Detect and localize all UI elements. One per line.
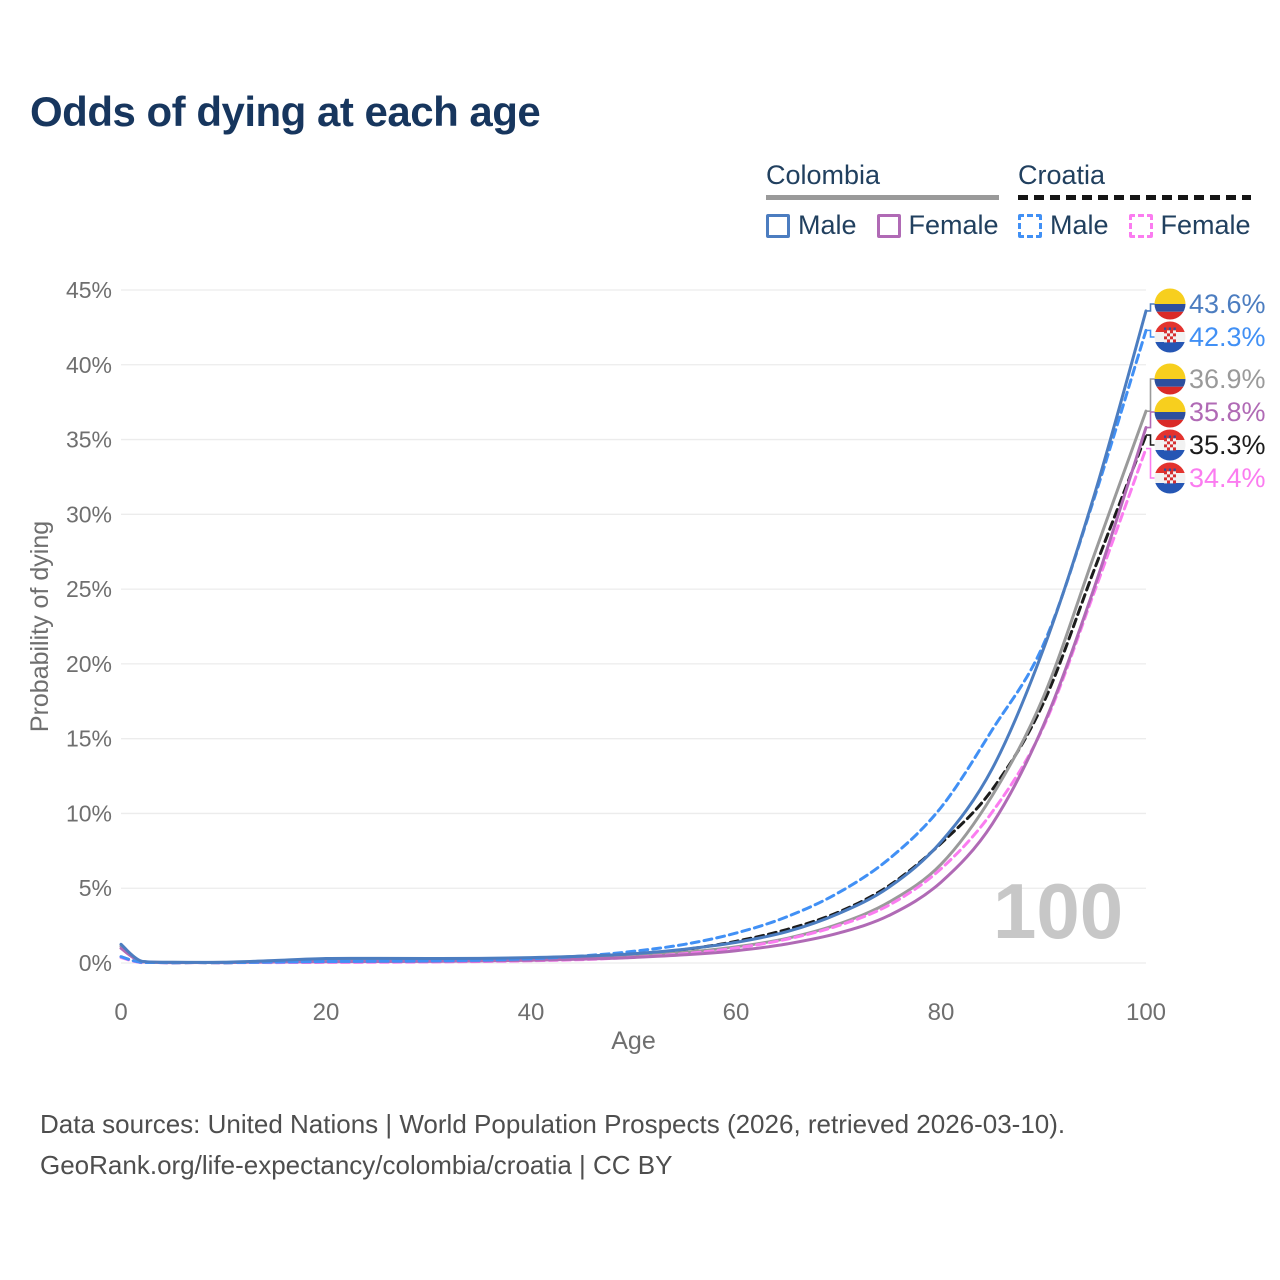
y-tick-label: 45%: [66, 277, 112, 303]
croatia-line-style-sample: [1018, 195, 1251, 200]
colombia-flag-icon: [1154, 288, 1186, 320]
colombia-male-swatch-icon: [766, 213, 790, 238]
legend-group-croatia: Croatia Male Female: [1018, 160, 1251, 241]
y-tick-label: 0%: [79, 950, 112, 976]
end-label-leader-line: [1146, 411, 1155, 429]
croatia-flag-icon: [1154, 321, 1186, 353]
x-tick-label: 40: [518, 999, 545, 1026]
x-tick-label: 80: [928, 999, 955, 1026]
croatia-flag-icon: [1154, 462, 1186, 494]
end-label-leader-line: [1146, 378, 1155, 412]
y-tick-label: 40%: [66, 352, 112, 378]
croatia-flag-icon: [1154, 429, 1186, 461]
y-tick-label: 5%: [79, 875, 112, 901]
y-tick-label: 15%: [66, 726, 112, 752]
end-label-leader-line: [1146, 434, 1155, 446]
series-line-colombia-male[interactable]: [119, 309, 1148, 964]
page-title: Odds of dying at each age: [30, 88, 541, 135]
end-value-label: 35.8%: [1189, 397, 1266, 427]
legend-label: Male: [1050, 210, 1109, 240]
colombia-female-swatch-icon: [876, 213, 901, 238]
x-tick-label: 20: [313, 999, 340, 1026]
x-axis-title: Age: [611, 1027, 655, 1055]
x-tick-label: 100: [1126, 999, 1166, 1026]
y-tick-label: 30%: [66, 501, 112, 527]
legend-country-colombia[interactable]: Colombia: [766, 160, 881, 190]
croatia-male-swatch-icon: [1018, 213, 1042, 238]
croatia-female-swatch-icon: [1128, 213, 1153, 238]
legend-label: Male: [798, 210, 857, 240]
y-tick-label: 35%: [66, 427, 112, 453]
legend-group-colombia: Colombia Male Female: [766, 160, 999, 241]
end-value-label: 43.6%: [1189, 289, 1266, 319]
legend-item-colombia-female[interactable]: Female: [876, 210, 999, 241]
footer-sources-line: Data sources: United Nations | World Pop…: [40, 1109, 1066, 1139]
footer-attribution-line: GeoRank.org/life-expectancy/colombia/cro…: [40, 1150, 673, 1180]
y-tick-label: 20%: [66, 651, 112, 677]
end-value-label: 42.3%: [1189, 322, 1266, 352]
y-tick-label: 25%: [66, 576, 112, 602]
y-tick-label: 10%: [66, 800, 112, 826]
x-tick-label: 60: [723, 999, 750, 1026]
colombia-line-style-sample: [766, 195, 999, 200]
end-label-leader-line: [1146, 447, 1155, 479]
legend-label: Female: [1160, 210, 1251, 240]
legend-item-croatia-male[interactable]: Male: [1018, 210, 1109, 241]
end-value-label: 34.4%: [1189, 463, 1266, 493]
legend-label: Female: [908, 210, 999, 240]
end-label-leader-line: [1146, 303, 1155, 312]
hover-age-indicator: 100: [993, 867, 1124, 955]
end-label-leader-line: [1146, 329, 1155, 338]
colombia-flag-icon: [1154, 396, 1186, 428]
colombia-flag-icon: [1154, 363, 1186, 395]
data-sources-footer: Data sources: United Nations | World Pop…: [40, 1104, 1065, 1186]
end-value-label: 35.3%: [1189, 430, 1266, 460]
end-value-label: 36.9%: [1189, 364, 1266, 394]
y-axis-title: Probability of dying: [26, 521, 54, 732]
legend-item-croatia-female[interactable]: Female: [1128, 210, 1251, 241]
x-tick-label: 0: [114, 999, 127, 1026]
legend-country-croatia[interactable]: Croatia: [1018, 160, 1106, 190]
legend-item-colombia-male[interactable]: Male: [766, 210, 857, 241]
